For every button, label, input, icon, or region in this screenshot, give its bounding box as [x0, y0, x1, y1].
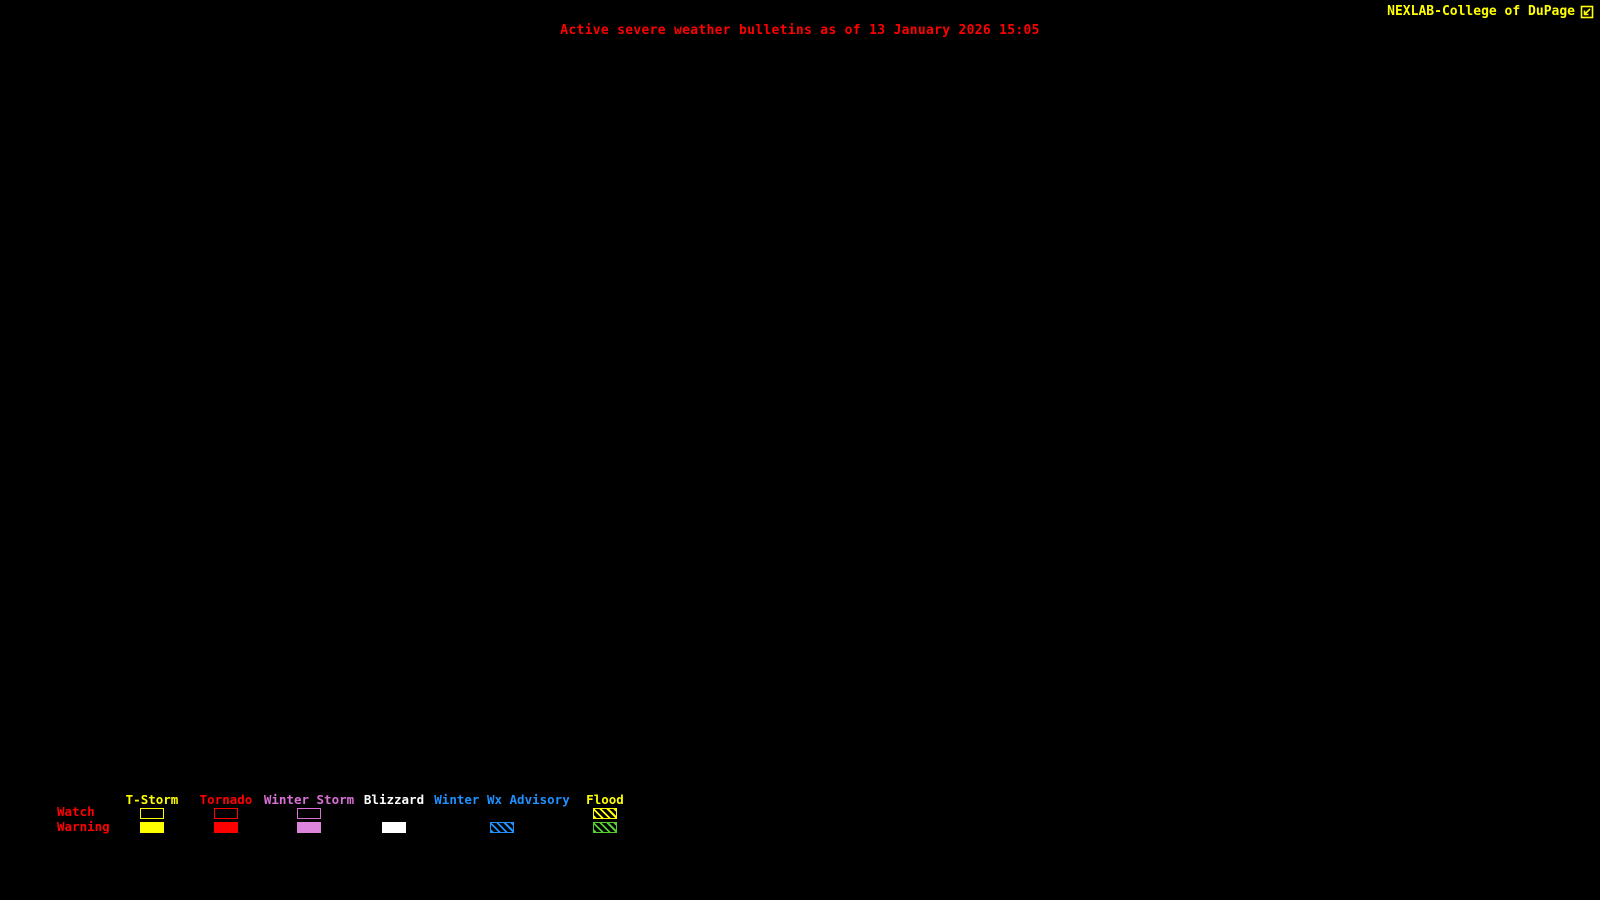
brand: NEXLAB-College of DuPage: [1387, 4, 1594, 19]
brand-label: NEXLAB-College of DuPage: [1387, 4, 1575, 19]
page-title: Active severe weather bulletins as of 13…: [560, 23, 1040, 38]
arrow-box-icon: [1580, 5, 1594, 18]
